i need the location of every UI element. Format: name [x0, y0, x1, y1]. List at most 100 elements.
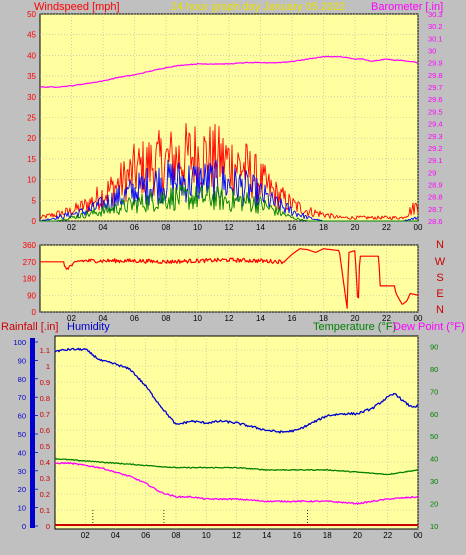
- y-tick-label: 90: [27, 291, 36, 300]
- x-tick-label: 22: [382, 223, 391, 232]
- temperature-tick-label: 70: [430, 387, 438, 396]
- y-tick-label-right: 29.3: [428, 132, 443, 141]
- x-tick-label: 14: [256, 314, 265, 323]
- rain-tick-label: 0.8: [40, 394, 50, 403]
- x-tick-label: 10: [193, 314, 202, 323]
- y-tick-label-left: 25: [27, 114, 36, 123]
- humidity-tick-label: 70: [18, 393, 26, 402]
- temperature-tick-label: 40: [430, 455, 438, 464]
- y-tick-label-right: 30.2: [428, 22, 443, 31]
- rain-tick-label: 0.9: [40, 378, 50, 387]
- x-tick-label: 06: [130, 314, 139, 323]
- x-tick-label: 08: [162, 314, 171, 323]
- x-tick-label: 20: [351, 314, 360, 323]
- y-tick-label-right: 29.9: [428, 59, 443, 68]
- direction-letter: S: [436, 272, 443, 284]
- y-tick-label-right: 29.6: [428, 95, 443, 104]
- y-tick-label-right: 28.8: [428, 193, 443, 202]
- humidity-trace: [54, 347, 419, 434]
- climate-panel-marks: [54, 347, 419, 526]
- y-tick-label-right: 28.9: [428, 180, 443, 189]
- x-tick-label: 06: [141, 531, 150, 540]
- temperature-tick-label: 80: [430, 365, 438, 374]
- wind-panel-marks: [39, 55, 419, 222]
- y-tick-label-right: 29.5: [428, 107, 443, 116]
- x-tick-label: 10: [193, 223, 202, 232]
- y-tick-label: 360: [23, 241, 37, 250]
- rain-tick-label: 0.2: [40, 490, 50, 499]
- humidity-tick-label: 90: [18, 356, 26, 365]
- y-tick-label-right: 29.4: [428, 120, 443, 129]
- temperature-tick-label: 30: [430, 477, 438, 486]
- x-tick-label: 12: [232, 531, 241, 540]
- windspeed-label: Windspeed [mph]: [34, 1, 120, 13]
- x-tick-label: 04: [111, 531, 120, 540]
- rain-tick-label: 0.4: [40, 458, 50, 467]
- x-tick-label: 16: [288, 223, 297, 232]
- dewpoint-trace: [54, 461, 419, 505]
- temperature-label: Temperature (°F): [313, 321, 396, 333]
- x-tick-label: 10: [202, 531, 211, 540]
- y-tick-label-left: 15: [27, 155, 36, 164]
- x-tick-label: 08: [172, 531, 181, 540]
- x-tick-label: 04: [99, 314, 108, 323]
- y-tick-label-left: 45: [27, 31, 36, 40]
- y-tick-label-left: 5: [32, 196, 37, 205]
- rain-tick-label: 0.3: [40, 474, 50, 483]
- humidity-scale-bar: [30, 338, 35, 528]
- y-tick-label-right: 29.8: [428, 71, 443, 80]
- humidity-label: Humidity: [67, 321, 110, 333]
- y-tick-label-right: 28.7: [428, 205, 443, 214]
- x-tick-label: 04: [99, 223, 108, 232]
- rain-tick-label: 0.6: [40, 426, 50, 435]
- x-tick-label: 08: [162, 223, 171, 232]
- wind-low-trace: [40, 184, 418, 222]
- y-tick-label-right: 29: [428, 168, 436, 177]
- rain-tick-label: 0.7: [40, 410, 50, 419]
- humidity-tick-label: 0: [22, 522, 26, 531]
- direction-panel-marks: [40, 248, 419, 309]
- y-tick-label-right: 29.2: [428, 144, 443, 153]
- direction-letter: N: [436, 239, 444, 251]
- temperature-trace: [54, 457, 419, 476]
- x-tick-label: 16: [288, 314, 297, 323]
- direction-letter: W: [435, 256, 446, 268]
- humidity-tick-label: 40: [18, 448, 26, 457]
- y-tick-label-left: 10: [27, 176, 36, 185]
- barometer-label: Barometer [.in]: [371, 1, 443, 13]
- x-tick-label: 12: [225, 223, 234, 232]
- wind-panel-labels: 0 5 10 15 20 25 30 35 40 45 50 28.6 28.7 28.8 28.9 29 29…: [27, 10, 443, 232]
- x-tick-label: 00: [414, 314, 423, 323]
- y-tick-label-right: 29.7: [428, 83, 443, 92]
- y-tick-label-right: 28.6: [428, 217, 443, 226]
- y-tick-label: 180: [23, 275, 37, 284]
- direction-letter: E: [436, 288, 443, 300]
- y-tick-label-left: 50: [27, 10, 36, 19]
- y-tick-label-left: 20: [27, 134, 36, 143]
- y-tick-label: 270: [23, 258, 37, 267]
- y-tick-label-left: 40: [27, 51, 36, 60]
- humidity-tick-label: 100: [13, 338, 26, 347]
- x-tick-label: 14: [262, 531, 271, 540]
- barometer-trace: [39, 55, 419, 89]
- rain-tick-label: 0.1: [40, 506, 50, 515]
- y-tick-label-right: 30.1: [428, 34, 443, 43]
- x-tick-label: 14: [256, 223, 265, 232]
- direction-panel-labels: 0 90 180 270 360 02 04 06 08 10 12 14 16 18 20 22 00: [23, 241, 423, 323]
- x-tick-label: 18: [319, 314, 328, 323]
- climate-panel-labels: 0 0.1 0.2 0.3 0.4 0.5 0.6 0.7 0.8 0.9 1 1.1 0 10 20 30 4…: [13, 338, 438, 540]
- x-tick-label: 02: [67, 223, 76, 232]
- humidity-tick-label: 10: [18, 504, 26, 513]
- direction-letter: N: [436, 304, 444, 316]
- x-tick-label: 22: [382, 314, 391, 323]
- rain-tick-label: 0.5: [40, 442, 50, 451]
- x-tick-label: 00: [414, 531, 423, 540]
- rain-tick-label: 1.1: [40, 346, 50, 355]
- x-tick-label: 12: [225, 314, 234, 323]
- y-tick-label-left: 30: [27, 93, 36, 102]
- x-tick-label: 06: [130, 223, 139, 232]
- y-tick-label: 0: [32, 308, 37, 317]
- humidity-tick-label: 50: [18, 430, 26, 439]
